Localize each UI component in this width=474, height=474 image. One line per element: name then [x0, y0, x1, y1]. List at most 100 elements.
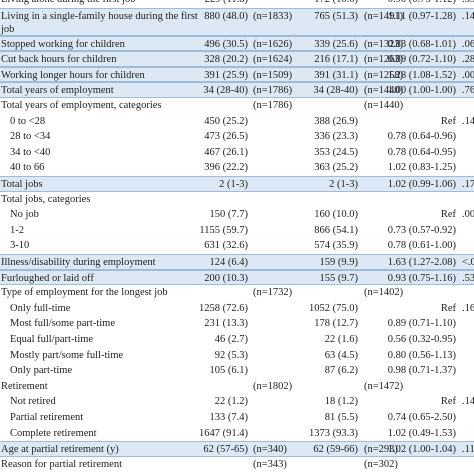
- cell: 328 (20.2): [204, 54, 248, 66]
- table-row: Partial retirement 133 (7.4) 81 (5.5) 0.74 …: [0, 410, 474, 426]
- cell: Ref: [440, 209, 456, 221]
- cell: 1052 (75.0): [309, 302, 358, 314]
- cell: 339 (25.6): [314, 38, 358, 50]
- cell: 1.11 (0.97-1.28): [388, 10, 456, 22]
- table-row: 0 to <28 450 (25.2) 388 (26.9) Ref .14: [0, 114, 474, 130]
- table-row: Total years of employment 34 (28-40) (n=17…: [0, 82, 474, 98]
- cell: (n=1323): [364, 38, 404, 50]
- cell: .17: [462, 179, 474, 190]
- table-row: Living in a single-family house during t…: [0, 7, 474, 36]
- cell: 391 (31.1): [314, 69, 358, 81]
- row-label: 3-10: [10, 240, 30, 252]
- row-label: Stopped working for children: [1, 38, 125, 50]
- table-row: Cut back hours for children 328 (20.2) (n=…: [0, 51, 474, 67]
- cell: 105 (6.1): [209, 365, 249, 377]
- cell: 172 (10.6): [314, 0, 358, 6]
- cell: (n=1624): [253, 54, 293, 66]
- row-label: Reason for partial retirement: [1, 458, 122, 470]
- table-row: 34 to <40 467 (26.1) 353 (24.5) 0.78 (0.64-…: [0, 145, 474, 161]
- cell: 159 (9.9): [319, 257, 359, 268]
- cell: (n=1786): [253, 100, 293, 111]
- table-row: Type of employment for the longest job (n…: [0, 285, 474, 301]
- cell: (n=1491): [364, 10, 404, 22]
- cell: 574 (35.9): [314, 240, 358, 252]
- table-row: Not retired 22 (1.2) 18 (1.2) Ref .14: [0, 394, 474, 410]
- row-label: Living in a single-family house during t…: [1, 10, 198, 35]
- cell: 0.73 (0.57-0.92): [387, 224, 456, 236]
- table-row: Furloughed or laid off 200 (10.3) 155 (9.7…: [0, 269, 474, 286]
- cell: <.001: [462, 257, 474, 268]
- row-label: Total jobs: [1, 179, 43, 190]
- cell: 133 (7.4): [209, 412, 249, 423]
- cell: 18 (1.2): [324, 396, 358, 408]
- cell: 178 (12.7): [314, 318, 358, 330]
- cell: 2 (1-3): [219, 179, 248, 190]
- row-label: Age at partial retirement (y): [1, 444, 119, 456]
- cell: .33: [462, 0, 474, 6]
- cell: (n=343): [253, 458, 287, 470]
- cell: 155 (9.7): [319, 272, 359, 284]
- cell: 880 (48.0): [204, 10, 248, 22]
- table-row: Working longer hours for children 391 (25…: [0, 66, 474, 83]
- cell: 2 (1-3): [329, 179, 358, 190]
- row-label: 1-2: [10, 224, 24, 236]
- cell: 0.56 (0.32-0.95): [387, 334, 456, 345]
- row-label: 28 to <34: [10, 131, 51, 143]
- row-label: Cut back hours for children: [1, 54, 117, 66]
- table-row: Stopped working for children 496 (30.5) (n…: [0, 35, 474, 52]
- cell: 1.63 (1.27-2.08): [387, 257, 456, 268]
- cell: 160 (10.0): [314, 209, 358, 221]
- cell: (n=1472): [364, 380, 404, 392]
- cell: (n=293): [364, 444, 398, 456]
- cell: (n=1509): [253, 69, 293, 81]
- table-row: Living alone during the first job 229 (11…: [0, 0, 474, 8]
- cell: 1.02 (0.49-1.53): [387, 427, 456, 439]
- row-label: Living alone during the first job: [1, 0, 201, 6]
- table-row: Equal full/part-time 46 (2.7) 22 (1.6) 0.56…: [0, 332, 474, 348]
- cell: 1.00 (1.00-1.00): [387, 85, 456, 97]
- row-label: Partial retirement: [10, 412, 84, 423]
- cell: 866 (54.1): [314, 224, 358, 236]
- cell: 62 (59-66): [313, 444, 358, 456]
- cell: (n=1440): [364, 100, 404, 111]
- cell: 231 (13.3): [204, 318, 248, 330]
- cell: (n=1786): [253, 85, 293, 97]
- table-row: Only full-time 1258 (72.6) 1052 (75.0) Ref.…: [0, 301, 474, 317]
- row-label: 34 to <40: [10, 146, 51, 158]
- row-label: Only full-time: [10, 302, 71, 314]
- cell: Ref: [440, 302, 456, 314]
- cell: 0.80 (0.56-1.13): [387, 349, 456, 361]
- table-row: 1-2 1155 (59.7) 866 (54.1) 0.73 (0.57-0.92): [0, 223, 474, 239]
- table-row: Total jobs 2 (1-3) 2 (1-3) 1.02 (0.99-1.06)…: [0, 176, 474, 192]
- cell: 34 (28-40): [313, 85, 358, 97]
- table-row: 40 to 66 396 (22.2) 363 (25.2) 1.02 (0.83-1…: [0, 160, 474, 176]
- cell: Ref: [440, 396, 456, 408]
- table-row: 3-10 631 (32.6) 574 (35.9) 0.78 (0.61-1.00): [0, 238, 474, 254]
- cell: (n=1440): [364, 85, 404, 97]
- cell: 0.90 (0.73-1.12): [388, 0, 456, 6]
- row-label: Not retired: [10, 396, 56, 408]
- cell: 0.89 (0.71-1.10): [387, 318, 456, 330]
- cell: .004: [462, 209, 474, 221]
- row-label: Total jobs, categories: [1, 193, 91, 205]
- cell: 0.93 (0.75-1.16): [387, 272, 456, 284]
- row-label: Total years of employment: [1, 85, 114, 97]
- cell: 62 (57-65): [203, 444, 248, 456]
- cell: (n=340): [253, 444, 287, 456]
- table-row: Retirement (n=1802) (n=1472): [0, 379, 474, 395]
- cell: (n=302): [364, 458, 398, 470]
- cell: (n=1802): [253, 380, 293, 392]
- cell: .28: [462, 54, 474, 66]
- cell: (n=1263): [364, 54, 404, 66]
- table-row: Total jobs, categories: [0, 192, 474, 208]
- cell: 150 (7.7): [209, 209, 249, 221]
- cell: (n=1732): [253, 287, 293, 299]
- cell: 1.28 (1.08-1.52): [387, 69, 456, 81]
- cell: 229 (11.8): [205, 0, 248, 6]
- cell: .16: [462, 302, 474, 314]
- table-row: Complete retirement 1647 (91.4) 1373 (93.3…: [0, 426, 474, 442]
- cell: (n=1402): [364, 287, 404, 299]
- cell: 1258 (72.6): [199, 302, 248, 314]
- cell: Ref: [440, 115, 456, 127]
